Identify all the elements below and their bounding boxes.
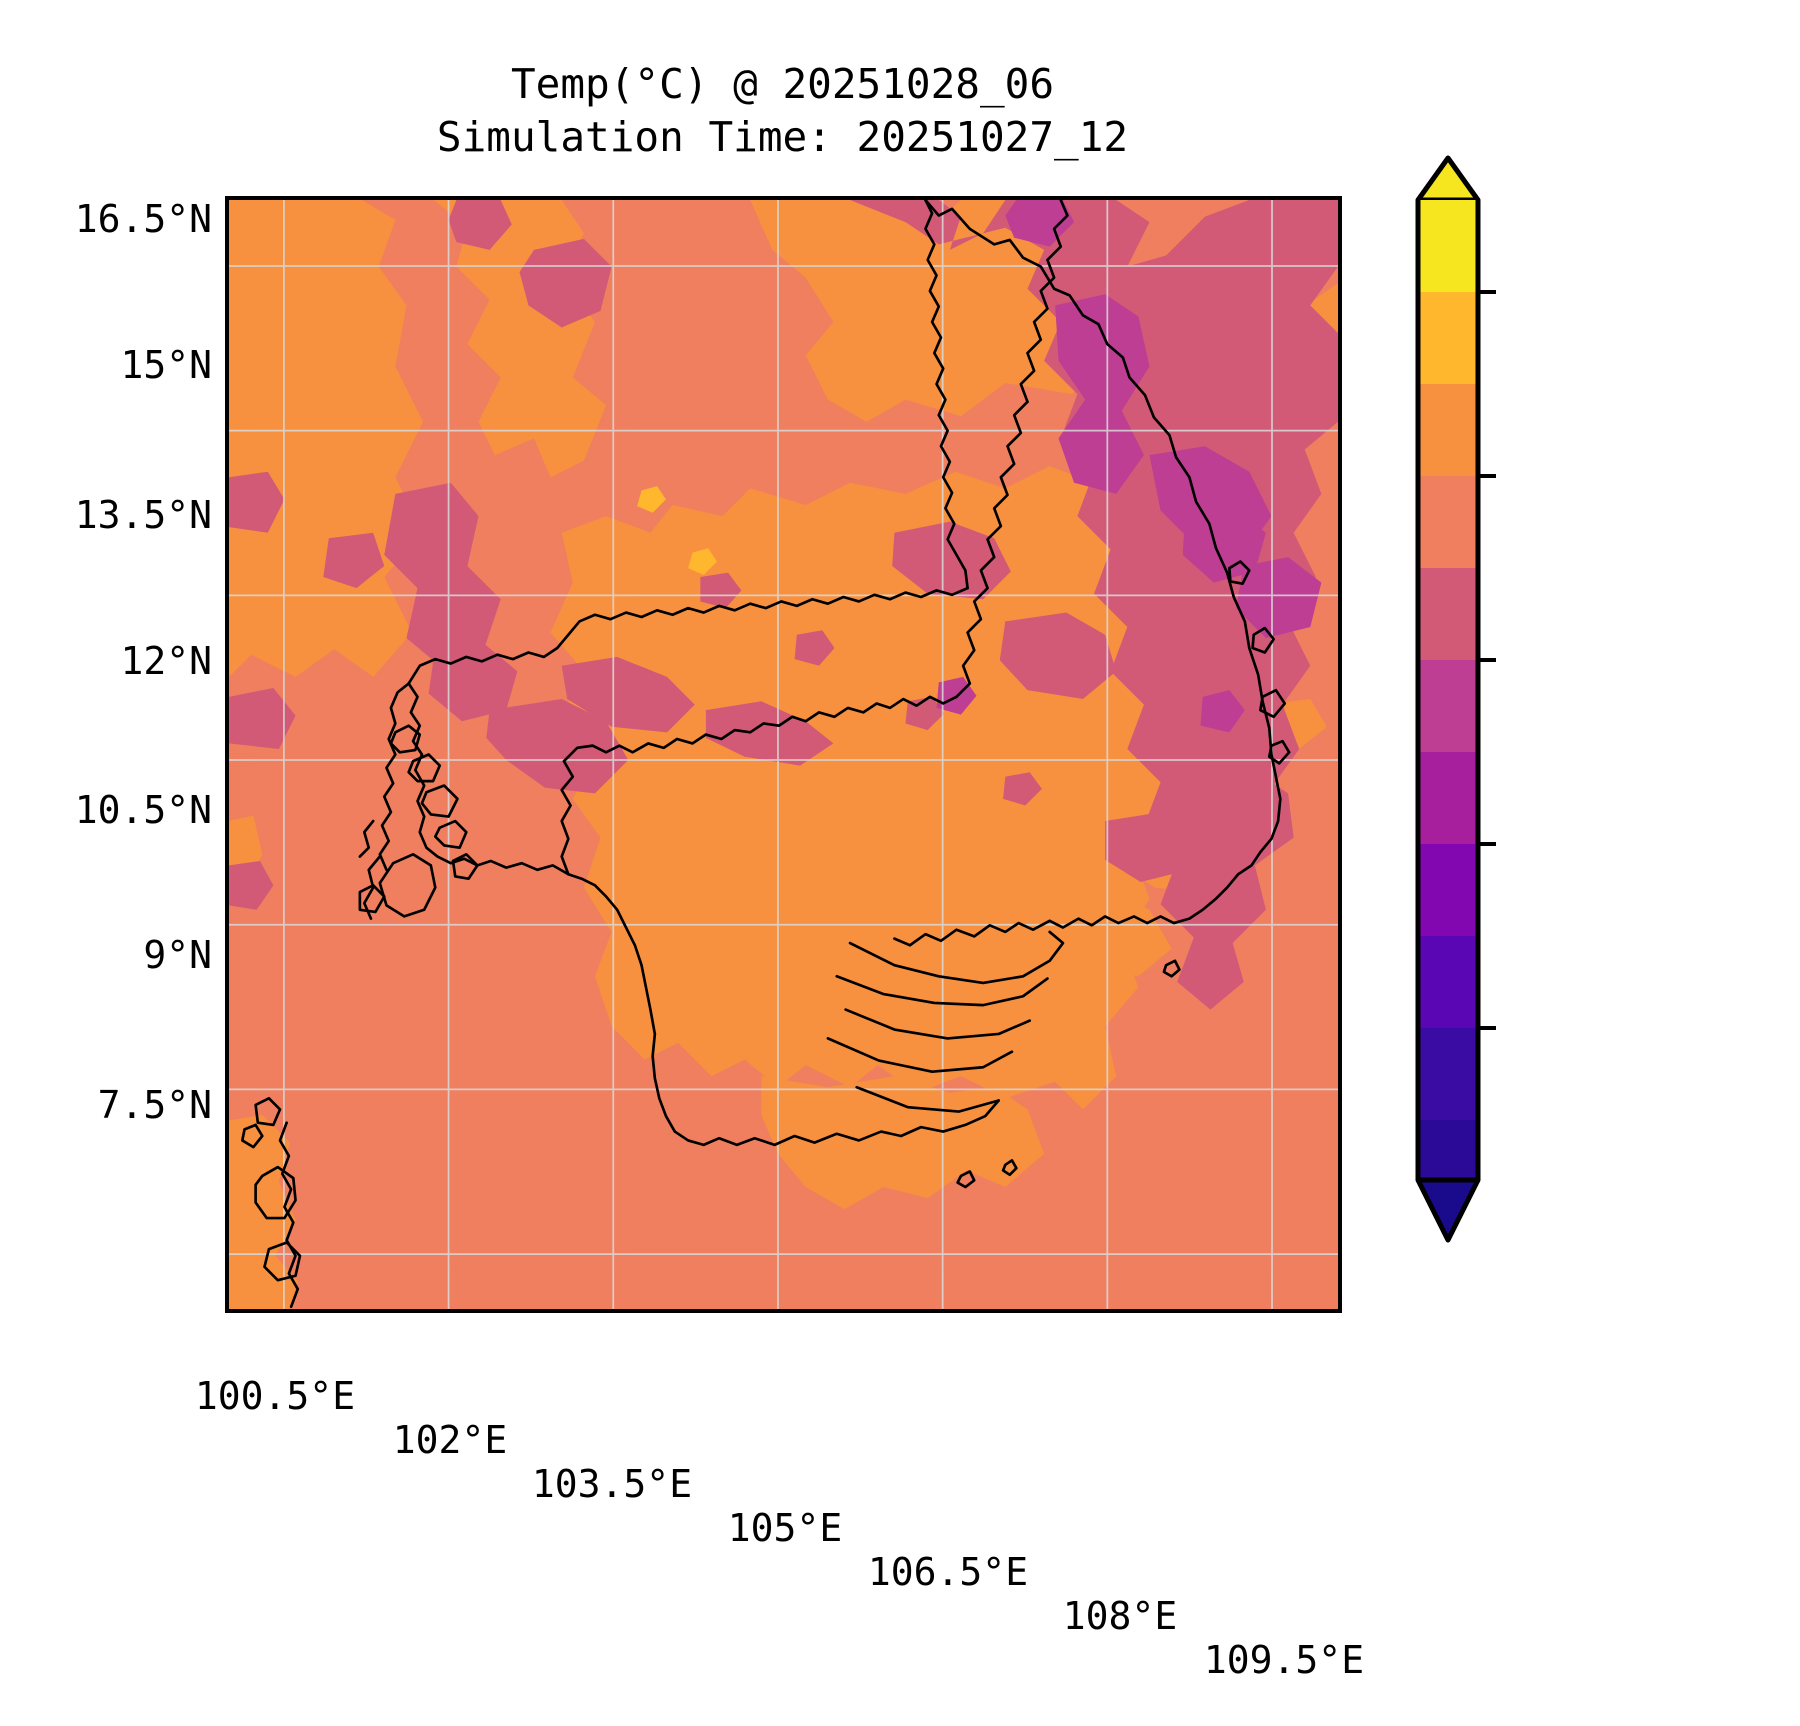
coastline-and-borders <box>240 200 1291 1309</box>
chart-title-line-1: Temp(°C) @ 20251028_06 <box>510 60 1055 108</box>
cbar-band-30-35 <box>1418 384 1478 476</box>
chart-title-line-2: Simulation Time: 20251027_12 <box>436 113 1129 161</box>
band-15-20 <box>936 200 1322 733</box>
cbar-band-15-20 <box>1418 660 1478 752</box>
ytick-label-7-5n: 7.5°N <box>97 1083 212 1127</box>
cbar-band-10-15 <box>1418 752 1478 844</box>
ytick-label-10-5n: 10.5°N <box>74 788 212 832</box>
cbar-band-0-5 <box>1418 936 1478 1028</box>
colorbar-swatches <box>1415 155 1496 1243</box>
xtick-label-109-5e: 109.5°E <box>1203 1638 1365 1682</box>
ytick-label-12n: 12°N <box>120 639 212 683</box>
colorbar[interactable]: 40 30 20 10 0 <box>1415 150 1496 1290</box>
xtick-label-108e: 108°E <box>1062 1594 1178 1638</box>
colorbar-extend-bottom <box>1415 1177 1481 1243</box>
colorbar-ticks <box>1478 290 1496 1030</box>
cbar-band-40-45 <box>1418 200 1478 292</box>
cbar-band-20-25 <box>1418 568 1478 660</box>
colorbar-extend-top <box>1415 155 1481 203</box>
xtick-label-100-5e: 100.5°E <box>194 1374 356 1418</box>
ytick-label-15n: 15°N <box>120 343 212 387</box>
map-plot-area[interactable] <box>225 196 1342 1313</box>
xtick-label-103-5e: 103.5°E <box>531 1462 693 1506</box>
cbar-band-minus10-minus5 <box>1418 1120 1478 1180</box>
band-20-25 <box>229 200 1338 1010</box>
figure-canvas: Temp(°C) @ 20251028_06 Simulation Time: … <box>74 58 1496 1682</box>
colorbar-outline <box>1415 200 1481 1180</box>
cbar-band-35-40 <box>1418 292 1478 384</box>
band-35-40 <box>637 486 717 575</box>
xtick-label-106-5e: 106.5°E <box>867 1550 1029 1594</box>
ytick-label-13-5n: 13.5°N <box>74 493 212 537</box>
cbar-band-25-30 <box>1418 476 1478 568</box>
temperature-contour-field <box>229 200 1338 1309</box>
xtick-label-row: 100.5°E 102°E 103.5°E 105°E 106.5°E 108°… <box>120 1330 1450 1726</box>
chart-title: Temp(°C) @ 20251028_06 Simulation Time: … <box>225 58 1340 164</box>
cbar-band-5-10 <box>1418 844 1478 936</box>
cbar-band-minus5-0 <box>1418 1028 1478 1120</box>
ytick-label-9n: 9°N <box>143 933 212 977</box>
xtick-label-105e: 105°E <box>727 1506 843 1550</box>
xtick-label-102e: 102°E <box>392 1418 508 1462</box>
ytick-label-16-5n: 16.5°N <box>74 197 212 241</box>
